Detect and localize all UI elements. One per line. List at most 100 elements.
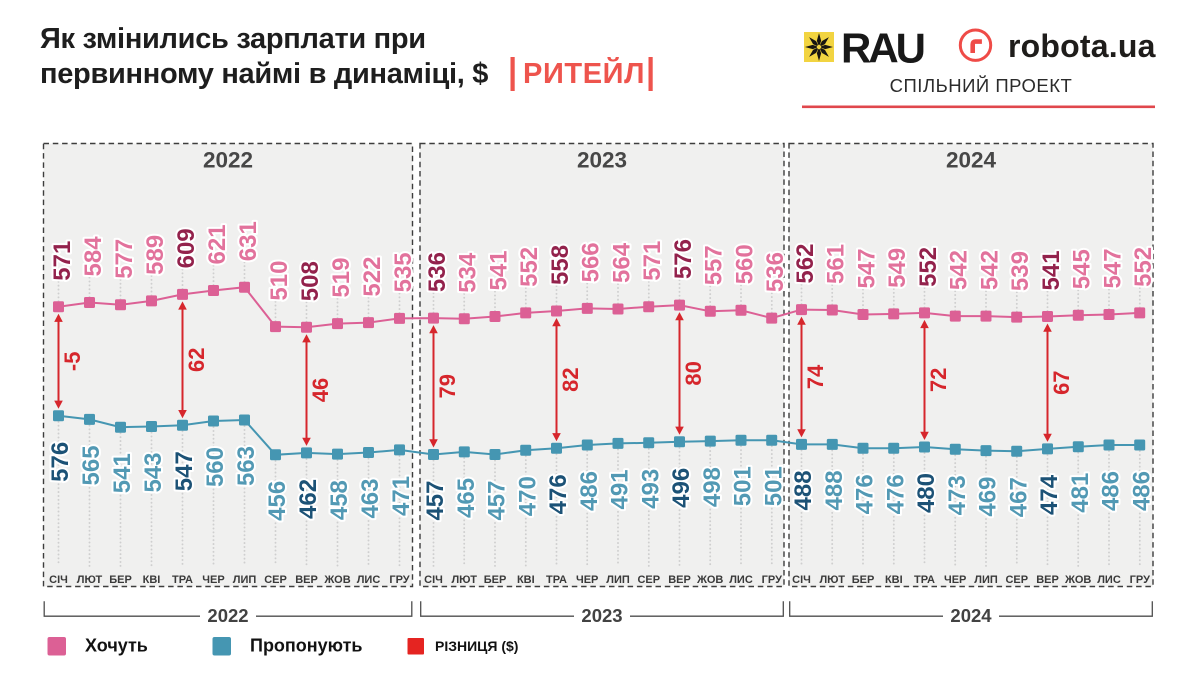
svg-text:2023: 2023 [577,148,627,173]
svg-text:ТРА: ТРА [914,574,935,586]
svg-text:457: 457 [484,481,511,521]
svg-text:543: 543 [140,453,167,493]
svg-text:467: 467 [1005,477,1032,517]
svg-text:457: 457 [422,481,449,521]
svg-text:545: 545 [1069,249,1096,289]
svg-text:474: 474 [1036,474,1063,515]
svg-text:46: 46 [308,378,333,402]
svg-text:Як змінились зарплати при: Як змінились зарплати при [40,23,426,55]
svg-text:508: 508 [297,261,324,301]
svg-text:481: 481 [1067,473,1094,513]
svg-text:501: 501 [730,466,757,506]
svg-text:462: 462 [295,479,322,519]
svg-text:488: 488 [790,470,817,510]
svg-text:СЕР: СЕР [264,574,287,586]
svg-text:Хочуть: Хочуть [85,636,148,656]
svg-text:БЕР: БЕР [484,574,507,586]
svg-text:486: 486 [1128,471,1155,511]
svg-text:ТРА: ТРА [172,574,193,586]
svg-text:ВЕР: ВЕР [1036,574,1059,586]
svg-text:631: 631 [235,221,262,261]
svg-text:558: 558 [547,245,574,285]
svg-text:79: 79 [435,374,460,398]
svg-text:ЖОВ: ЖОВ [1064,574,1091,586]
svg-text:547: 547 [853,248,880,288]
svg-text:ЧЕР: ЧЕР [944,574,966,586]
svg-text:552: 552 [516,247,543,287]
svg-text:ТРА: ТРА [546,574,567,586]
svg-text:542: 542 [946,250,973,290]
svg-text:ГРУ: ГРУ [389,574,409,586]
svg-text:498: 498 [699,467,726,507]
svg-text:80: 80 [681,361,706,385]
svg-text:465: 465 [453,478,480,518]
svg-text:ЖОВ: ЖОВ [323,574,350,586]
svg-text:РІЗНИЦЯ ($): РІЗНИЦЯ ($) [435,638,518,654]
svg-text:488: 488 [821,470,848,510]
svg-text:552: 552 [1130,247,1157,287]
svg-text:549: 549 [884,248,911,288]
svg-text:519: 519 [328,258,355,298]
svg-text:493: 493 [637,469,664,509]
svg-text:577: 577 [111,239,138,279]
svg-text:СЕР: СЕР [637,574,660,586]
svg-text:560: 560 [202,447,229,487]
svg-text:ЛИС: ЛИС [1097,574,1121,586]
svg-text:547: 547 [171,451,198,491]
svg-text:522: 522 [359,257,386,297]
svg-text:552: 552 [915,247,942,287]
svg-text:456: 456 [264,481,291,521]
svg-text:536: 536 [762,252,789,292]
svg-text:62: 62 [184,348,209,372]
svg-text:536: 536 [424,252,451,292]
svg-text:82: 82 [558,367,583,391]
svg-text:510: 510 [266,261,293,301]
svg-text:СІЧ: СІЧ [424,574,443,586]
svg-text:470: 470 [514,476,541,516]
svg-text:ЛЮТ: ЛЮТ [451,574,477,586]
svg-text:ЛИП: ЛИП [233,574,257,586]
svg-text:471: 471 [388,476,415,516]
svg-text:458: 458 [326,480,353,520]
svg-text:584: 584 [80,236,107,277]
svg-text:ЛИП: ЛИП [974,574,998,586]
svg-text:РИТЕЙЛ: РИТЕЙЛ [523,56,645,90]
svg-text:СІЧ: СІЧ [49,574,68,586]
svg-text:541: 541 [1038,250,1065,290]
svg-text:первинному наймі в динаміці, $: первинному наймі в динаміці, $ [40,58,488,90]
svg-text:560: 560 [731,244,758,284]
svg-text:541: 541 [109,453,136,493]
svg-text:ЖОВ: ЖОВ [696,574,723,586]
svg-text:547: 547 [1099,248,1126,288]
svg-text:2022: 2022 [203,148,253,173]
svg-text:2024: 2024 [950,605,992,626]
svg-text:486: 486 [1098,471,1125,511]
svg-text:565: 565 [78,445,105,485]
svg-text:469: 469 [975,477,1002,517]
svg-text:541: 541 [485,250,512,290]
svg-text:ЛИП: ЛИП [606,574,630,586]
svg-text:571: 571 [49,241,76,281]
svg-text:571: 571 [639,241,666,281]
svg-text:RAU: RAU [841,25,924,72]
svg-text:2022: 2022 [207,605,248,626]
svg-text:ВЕР: ВЕР [668,574,691,586]
svg-text:589: 589 [142,235,169,275]
svg-text:534: 534 [455,252,482,293]
svg-text:2023: 2023 [581,605,622,626]
svg-text:535: 535 [390,252,417,292]
svg-text:ЛИС: ЛИС [357,574,381,586]
svg-text:КВІ: КВІ [517,574,535,586]
svg-text:486: 486 [576,471,603,511]
svg-text:2024: 2024 [946,148,997,173]
svg-text:БЕР: БЕР [852,574,875,586]
svg-text:476: 476 [882,474,909,514]
svg-text:463: 463 [357,479,384,519]
svg-text:ЛЮТ: ЛЮТ [819,574,845,586]
svg-text:ГРУ: ГРУ [762,574,782,586]
svg-text:67: 67 [1049,370,1074,394]
svg-text:566: 566 [578,242,605,282]
svg-text:СІЧ: СІЧ [792,574,811,586]
svg-text:539: 539 [1007,251,1034,291]
svg-text:ЧЕР: ЧЕР [576,574,598,586]
